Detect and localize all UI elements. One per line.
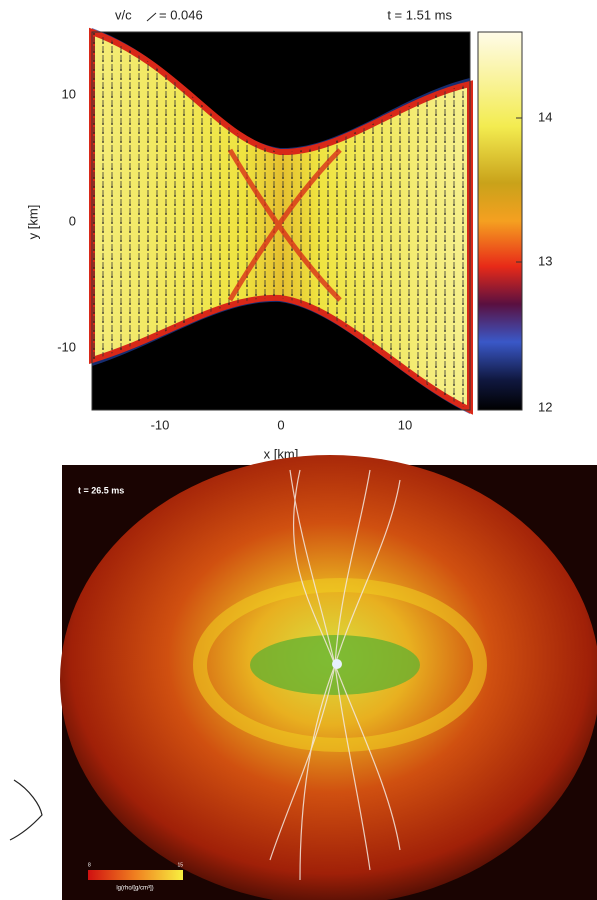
time-label: t = 26.5 ms [78,485,124,495]
colorbar-tick-label: 13 [538,253,552,268]
x-tick-label: -10 [151,417,170,432]
velocity-label: v/c [115,7,132,22]
velocity-scale: = 0.046 [159,7,203,22]
y-tick-label: 10 [62,86,76,101]
colorbar [88,870,183,880]
remnant [332,659,342,669]
x-tick-label: 0 [277,417,284,432]
colorbar-min: 8 [88,862,91,868]
time-label: t = 1.51 ms [387,7,452,22]
x-tick-label: 10 [398,417,412,432]
velocity-arrow [147,13,156,21]
colorbar-tick-label: 12 [538,399,552,414]
y-tick-label: 0 [69,213,76,228]
colorbar-tick-label: 14 [538,109,552,124]
colorbar-max: 15 [177,862,183,868]
figure: v/c = 0.046 t = 1.51 ms 10 0 -10 y [km] … [0,0,597,900]
colorbar-label: lg(rho/[g/cm³]) [116,886,153,892]
colorbar [478,32,522,410]
y-tick-label: -10 [57,339,76,354]
y-axis-label: y [km] [25,205,40,240]
pen-mark [10,780,42,840]
